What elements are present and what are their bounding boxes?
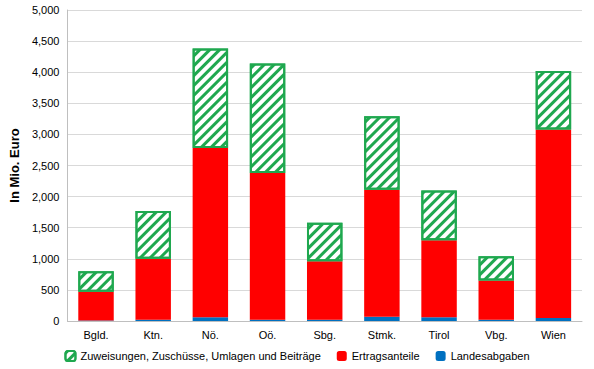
svg-text:In Mio. Euro: In Mio. Euro xyxy=(7,128,22,202)
svg-text:1,500: 1,500 xyxy=(32,222,60,234)
svg-text:Bgld.: Bgld. xyxy=(83,329,108,341)
svg-text:3,500: 3,500 xyxy=(32,97,60,109)
svg-text:5,000: 5,000 xyxy=(32,4,60,16)
svg-text:Ertragsanteile: Ertragsanteile xyxy=(352,350,420,362)
svg-text:3,000: 3,000 xyxy=(32,128,60,140)
svg-text:Wien: Wien xyxy=(541,329,566,341)
svg-text:Stmk.: Stmk. xyxy=(368,329,396,341)
svg-text:Oö.: Oö. xyxy=(259,329,277,341)
svg-text:Landesabgaben: Landesabgaben xyxy=(451,350,530,362)
svg-text:Vbg.: Vbg. xyxy=(485,329,508,341)
svg-text:0: 0 xyxy=(53,315,59,327)
svg-text:Sbg.: Sbg. xyxy=(313,329,336,341)
svg-text:2,500: 2,500 xyxy=(32,160,60,172)
svg-text:Ktn.: Ktn. xyxy=(143,329,163,341)
svg-text:Tirol: Tirol xyxy=(429,329,450,341)
svg-text:Nö.: Nö. xyxy=(202,329,219,341)
svg-text:Zuweisungen, Zuschüsse, Umlage: Zuweisungen, Zuschüsse, Umlagen und Beit… xyxy=(80,350,320,362)
svg-text:1,000: 1,000 xyxy=(32,253,60,265)
svg-text:4,000: 4,000 xyxy=(32,66,60,78)
svg-text:4,500: 4,500 xyxy=(32,35,60,47)
svg-text:500: 500 xyxy=(41,284,59,296)
svg-text:2,000: 2,000 xyxy=(32,191,60,203)
